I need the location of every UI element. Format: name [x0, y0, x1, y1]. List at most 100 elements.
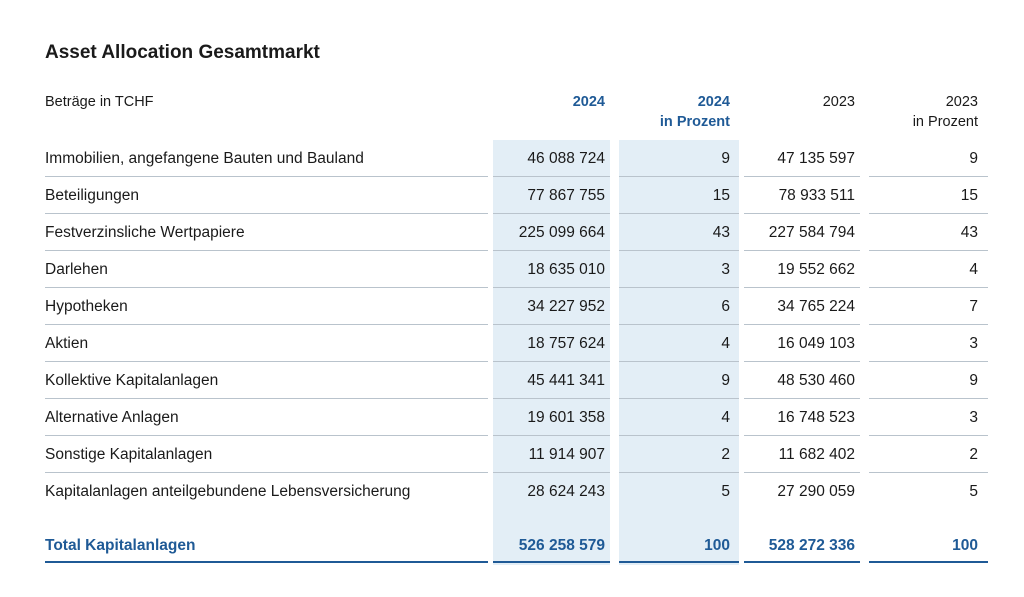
table-row: Hypotheken 34 227 952 6 34 765 224 7 — [0, 288, 1024, 325]
value-2024: 77 867 755 — [527, 187, 605, 204]
value-2024: 34 227 952 — [527, 298, 605, 315]
value-2024: 45 441 341 — [527, 372, 605, 389]
table-row: Darlehen 18 635 010 3 19 552 662 4 — [0, 251, 1024, 288]
row-divider — [493, 250, 610, 251]
column-highlight-2024-percent — [619, 140, 739, 565]
percent-2024: 3 — [721, 261, 730, 278]
value-2023: 11 682 402 — [778, 446, 855, 463]
total-row: Total Kapitalanlagen 526 258 579 100 528… — [0, 527, 1024, 564]
total-rule — [493, 561, 610, 563]
value-2024: 46 088 724 — [527, 150, 605, 167]
total-rule — [744, 561, 860, 563]
row-divider — [45, 324, 488, 325]
row-label: Immobilien, angefangene Bauten und Baula… — [45, 150, 364, 167]
table-row: Immobilien, angefangene Bauten und Baula… — [0, 140, 1024, 177]
value-2023: 78 933 511 — [778, 187, 855, 204]
percent-2023: 3 — [969, 335, 978, 352]
total-2024: 526 258 579 — [518, 537, 605, 554]
header-amounts-label: Beträge in TCHF — [45, 94, 154, 110]
row-divider — [493, 176, 610, 177]
row-divider — [744, 472, 860, 473]
header-2024: 2024 — [572, 94, 605, 110]
row-label: Aktien — [45, 335, 89, 352]
row-label: Sonstige Kapitalanlagen — [45, 446, 213, 463]
percent-2023: 3 — [969, 409, 978, 426]
percent-2023: 2 — [969, 446, 978, 463]
row-divider — [869, 287, 988, 288]
percent-2024: 6 — [721, 298, 730, 315]
row-label: Darlehen — [45, 261, 108, 278]
value-2023: 48 530 460 — [777, 372, 855, 389]
row-divider — [45, 435, 488, 436]
percent-2023: 4 — [969, 261, 978, 278]
row-divider — [744, 324, 860, 325]
table-row: Kapitalanlagen anteilgebundene Lebensver… — [0, 473, 1024, 510]
percent-2024: 15 — [712, 187, 730, 204]
row-divider — [45, 398, 488, 399]
header-2024-percent: 2024 in Prozent — [659, 94, 730, 130]
row-divider — [869, 398, 988, 399]
row-divider — [619, 398, 739, 399]
value-2024: 225 099 664 — [518, 224, 605, 241]
row-label: Hypotheken — [45, 298, 128, 315]
row-divider — [493, 472, 610, 473]
value-2023: 227 584 794 — [768, 224, 855, 241]
percent-2024: 2 — [721, 446, 730, 463]
column-highlight-2024 — [493, 140, 610, 565]
row-divider — [869, 250, 988, 251]
row-divider — [619, 435, 739, 436]
table-row: Beteiligungen 77 867 755 15 78 933 511 15 — [0, 177, 1024, 214]
value-2024: 19 601 358 — [527, 409, 605, 426]
row-divider — [493, 213, 610, 214]
value-2023: 19 552 662 — [777, 261, 855, 278]
row-divider — [619, 250, 739, 251]
row-divider — [493, 287, 610, 288]
percent-2023: 9 — [969, 372, 978, 389]
row-divider — [744, 435, 860, 436]
total-2023-percent: 100 — [952, 537, 978, 554]
header-2023: 2023 — [822, 94, 855, 110]
table-row: Alternative Anlagen 19 601 358 4 16 748 523… — [0, 399, 1024, 436]
row-divider — [869, 213, 988, 214]
value-2023: 27 290 059 — [777, 483, 855, 500]
table-row: Festverzinsliche Wertpapiere 225 099 664 4… — [0, 214, 1024, 251]
row-divider — [619, 213, 739, 214]
percent-2024: 9 — [721, 372, 730, 389]
row-label: Kapitalanlagen anteilgebundene Lebensver… — [45, 483, 411, 500]
row-divider — [493, 435, 610, 436]
row-divider — [619, 287, 739, 288]
page-title: Asset Allocation Gesamtmarkt — [45, 42, 320, 63]
percent-2024: 4 — [721, 335, 730, 352]
row-divider — [744, 213, 860, 214]
row-label: Beteiligungen — [45, 187, 139, 204]
percent-2023: 7 — [969, 298, 978, 315]
row-divider — [45, 250, 488, 251]
row-divider — [744, 287, 860, 288]
row-divider — [493, 324, 610, 325]
row-divider — [45, 361, 488, 362]
row-divider — [869, 361, 988, 362]
total-rule — [45, 561, 488, 563]
row-divider — [493, 361, 610, 362]
total-2023: 528 272 336 — [768, 537, 855, 554]
row-divider — [744, 398, 860, 399]
row-divider — [619, 472, 739, 473]
row-divider — [869, 472, 988, 473]
row-divider — [744, 361, 860, 362]
row-divider — [619, 361, 739, 362]
row-divider — [45, 176, 488, 177]
row-divider — [744, 250, 860, 251]
percent-2023: 43 — [960, 224, 978, 241]
value-2024: 18 757 624 — [527, 335, 605, 352]
value-2023: 47 135 597 — [777, 150, 855, 167]
percent-2024: 9 — [721, 150, 730, 167]
row-divider — [619, 176, 739, 177]
row-divider — [45, 287, 488, 288]
percent-2023: 9 — [969, 150, 978, 167]
total-2024-percent: 100 — [704, 537, 730, 554]
percent-2024: 5 — [721, 483, 730, 500]
total-rule — [869, 561, 988, 563]
row-divider — [744, 176, 860, 177]
row-divider — [869, 324, 988, 325]
percent-2024: 43 — [712, 224, 730, 241]
